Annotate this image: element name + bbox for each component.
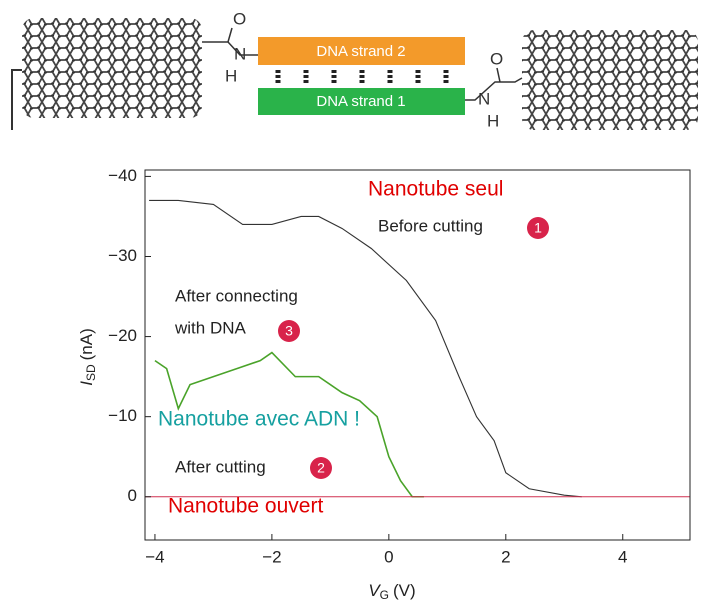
badge-label: 1 bbox=[534, 220, 542, 236]
atom-label: N bbox=[478, 89, 490, 108]
schematic: O N H O N H DNA strand 2 DNA strand 1 bbox=[11, 9, 698, 130]
badge-label: 2 bbox=[317, 460, 325, 476]
x-axis-label-part: V bbox=[368, 581, 381, 600]
atom-label: N bbox=[234, 44, 246, 63]
y-tick-label: −20 bbox=[108, 326, 137, 345]
y-axis-label-part: I bbox=[77, 381, 96, 386]
annotation: Before cutting bbox=[378, 216, 483, 235]
bond-right bbox=[465, 77, 523, 101]
annotation: After cutting bbox=[175, 457, 266, 476]
annotation: with DNA bbox=[174, 318, 247, 337]
strand-label: DNA strand 2 bbox=[316, 43, 405, 60]
x-axis-label: VG (V) bbox=[368, 581, 415, 602]
x-axis-label-part: G bbox=[380, 588, 389, 602]
x-tick-label: 2 bbox=[501, 547, 510, 566]
strand-label: DNA strand 1 bbox=[316, 93, 405, 110]
y-axis-label: ISD (nA) bbox=[77, 328, 98, 386]
atom-label: H bbox=[487, 111, 499, 130]
x-tick-label: −4 bbox=[145, 547, 164, 566]
dna-strand-1 bbox=[258, 88, 465, 115]
x-tick-label: 4 bbox=[618, 547, 627, 566]
badge bbox=[310, 457, 332, 479]
bond-left bbox=[202, 41, 258, 56]
badge-label: 3 bbox=[285, 323, 293, 339]
annotation: Nanotube seul bbox=[368, 178, 503, 201]
nanotube-right bbox=[522, 30, 698, 130]
annotation: After connecting bbox=[175, 286, 298, 305]
y-tick-label: 0 bbox=[128, 486, 137, 505]
annotation: Nanotube avec ADN ! bbox=[158, 408, 360, 431]
y-axis-label-part: (nA) bbox=[77, 328, 96, 360]
x-axis-label-part: (V) bbox=[393, 581, 416, 600]
bond-right-o bbox=[496, 67, 501, 83]
base-pairs bbox=[275, 70, 449, 84]
y-axis-label-part: SD bbox=[84, 364, 98, 381]
annotation: Nanotube ouvert bbox=[168, 495, 323, 518]
atom-label: H bbox=[225, 66, 237, 85]
bond-left-o bbox=[227, 27, 233, 43]
atom-label: O bbox=[233, 9, 246, 28]
series-line bbox=[149, 199, 582, 498]
nanotube-left bbox=[22, 18, 202, 118]
y-tick-label: −10 bbox=[108, 406, 137, 425]
x-tick-label: 0 bbox=[384, 547, 393, 566]
atom-label: O bbox=[490, 49, 503, 68]
series-line bbox=[154, 351, 424, 498]
x-tick-label: −2 bbox=[262, 547, 281, 566]
badge bbox=[278, 320, 300, 342]
badge bbox=[527, 217, 549, 239]
y-tick-label: −30 bbox=[108, 246, 137, 265]
y-tick-label: −40 bbox=[108, 166, 137, 185]
plot-frame bbox=[144, 169, 691, 541]
lead-left bbox=[11, 69, 22, 130]
dna-strand-2 bbox=[258, 37, 465, 65]
